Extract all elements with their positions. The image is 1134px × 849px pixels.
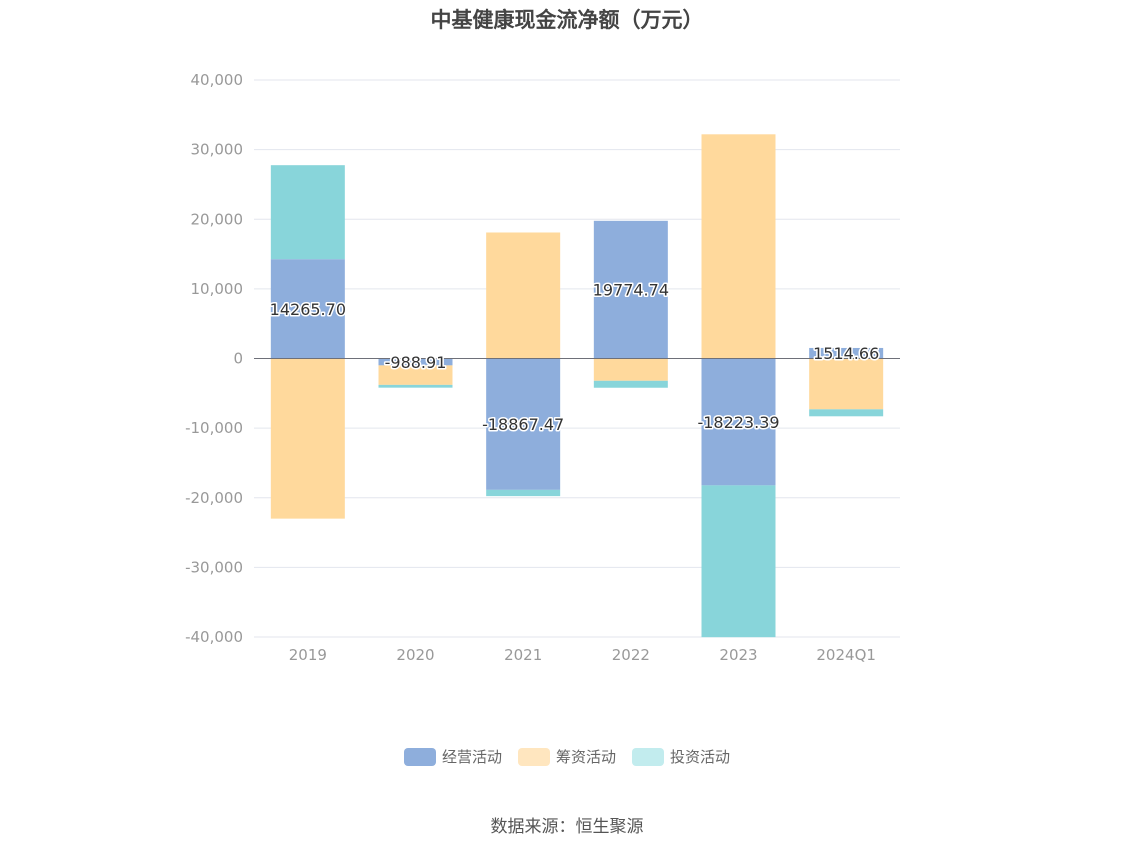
bar-2024Q1-series-1[interactable] — [809, 358, 884, 410]
bar-2021-series-0[interactable] — [486, 358, 561, 490]
y-tick-label: 20,000 — [191, 210, 244, 228]
legend-swatch-operating — [403, 747, 436, 766]
data-label-2020: -988.91 — [385, 353, 447, 372]
bar-2019-series-1[interactable] — [270, 358, 345, 519]
x-tick-label: 2020 — [396, 646, 434, 664]
legend-label-operating: 经营活动 — [441, 748, 502, 766]
y-tick-label: 10,000 — [191, 280, 244, 298]
bar-2020-series-0[interactable] — [378, 358, 453, 366]
bar-2024Q1-series-2[interactable] — [809, 409, 884, 417]
bar-2023-series-0[interactable] — [701, 358, 776, 486]
bar-2022-series-1[interactable] — [593, 358, 668, 381]
y-tick-label: -10,000 — [185, 419, 243, 437]
bar-2021-series-2[interactable] — [486, 489, 561, 497]
data-label-2022: 19774.74 — [593, 281, 669, 300]
data-label-2021: -18867.47 — [482, 415, 564, 434]
legend-label-financing: 筹资活动 — [555, 748, 616, 766]
bar-2023-series-2[interactable] — [701, 485, 776, 638]
bar-2020-series-1[interactable] — [378, 365, 453, 385]
y-tick-label: -30,000 — [185, 558, 243, 576]
y-tick-label: 30,000 — [191, 141, 244, 159]
y-tick-label: -40,000 — [185, 628, 243, 646]
bar-2022-series-2[interactable] — [593, 380, 668, 388]
y-tick-label: 40,000 — [191, 71, 244, 89]
x-tick-label: 2022 — [612, 646, 650, 664]
x-tick-label: 2021 — [504, 646, 542, 664]
bar-2024Q1-series-0[interactable] — [809, 347, 884, 359]
legend-item-financing[interactable]: 筹资活动 — [517, 746, 616, 767]
y-tick-label: 0 — [233, 350, 243, 368]
data-label-2019: 14265.70 — [270, 300, 346, 319]
data-label-2023: -18223.39 — [697, 413, 779, 432]
source-note: 数据来源：恒生聚源 — [490, 817, 644, 837]
legend-item-operating[interactable]: 经营活动 — [403, 746, 502, 767]
chart-title: 中基健康现金流净额（万元） — [430, 8, 704, 32]
x-tick-label: 2019 — [289, 646, 327, 664]
bar-2021-series-1[interactable] — [486, 232, 561, 359]
bar-2019-series-0[interactable] — [270, 259, 345, 359]
legend: 经营活动 筹资活动 投资活动 — [0, 746, 1134, 767]
y-tick-label: -20,000 — [185, 489, 243, 507]
x-tick-label: 2024Q1 — [816, 646, 876, 664]
bar-2020-series-2[interactable] — [378, 384, 453, 388]
bar-2023-series-1[interactable] — [701, 134, 776, 359]
legend-swatch-financing — [517, 747, 550, 766]
legend-swatch-investing — [632, 747, 664, 766]
bar-2019-series-2[interactable] — [270, 165, 345, 260]
x-tick-label: 2023 — [719, 646, 757, 664]
legend-label-investing: 投资活动 — [670, 748, 731, 766]
bar-2022-series-0[interactable] — [593, 220, 668, 359]
data-label-2024Q1: 1514.66 — [813, 344, 879, 363]
legend-item-investing[interactable]: 投资活动 — [632, 746, 730, 767]
